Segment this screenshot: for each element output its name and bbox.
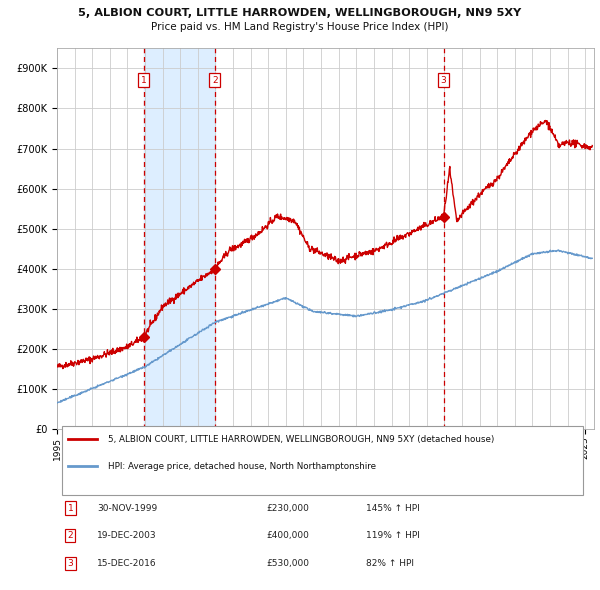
Text: 5, ALBION COURT, LITTLE HARROWDEN, WELLINGBOROUGH, NN9 5XY: 5, ALBION COURT, LITTLE HARROWDEN, WELLI… bbox=[79, 8, 521, 18]
Text: 3: 3 bbox=[441, 76, 446, 85]
Text: 5, ALBION COURT, LITTLE HARROWDEN, WELLINGBOROUGH, NN9 5XY (detached house): 5, ALBION COURT, LITTLE HARROWDEN, WELLI… bbox=[108, 435, 494, 444]
Text: £230,000: £230,000 bbox=[266, 503, 310, 513]
Text: 15-DEC-2016: 15-DEC-2016 bbox=[97, 559, 157, 568]
Text: 1: 1 bbox=[68, 503, 73, 513]
Text: 1: 1 bbox=[141, 76, 146, 85]
Text: 145% ↑ HPI: 145% ↑ HPI bbox=[366, 503, 419, 513]
Text: 2: 2 bbox=[212, 76, 218, 85]
Bar bbox=[143, 48, 215, 429]
FancyBboxPatch shape bbox=[62, 426, 583, 494]
Text: HPI: Average price, detached house, North Northamptonshire: HPI: Average price, detached house, Nort… bbox=[108, 462, 376, 471]
Text: 119% ↑ HPI: 119% ↑ HPI bbox=[366, 531, 419, 540]
Text: 3: 3 bbox=[68, 559, 73, 568]
Text: 2: 2 bbox=[68, 531, 73, 540]
Text: 30-NOV-1999: 30-NOV-1999 bbox=[97, 503, 158, 513]
Text: Price paid vs. HM Land Registry's House Price Index (HPI): Price paid vs. HM Land Registry's House … bbox=[151, 22, 449, 32]
Text: 82% ↑ HPI: 82% ↑ HPI bbox=[366, 559, 414, 568]
Text: £530,000: £530,000 bbox=[266, 559, 310, 568]
Text: 19-DEC-2003: 19-DEC-2003 bbox=[97, 531, 157, 540]
Text: £400,000: £400,000 bbox=[266, 531, 310, 540]
